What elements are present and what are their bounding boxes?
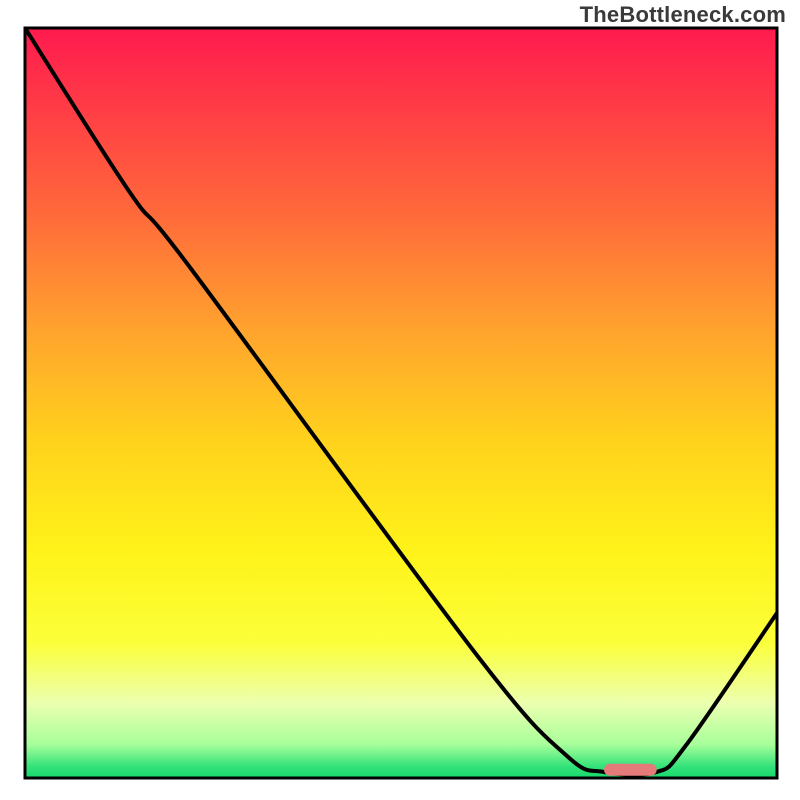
gradient-background <box>25 28 777 778</box>
bottleneck-curve-chart <box>0 0 800 800</box>
optimal-marker <box>604 764 657 776</box>
